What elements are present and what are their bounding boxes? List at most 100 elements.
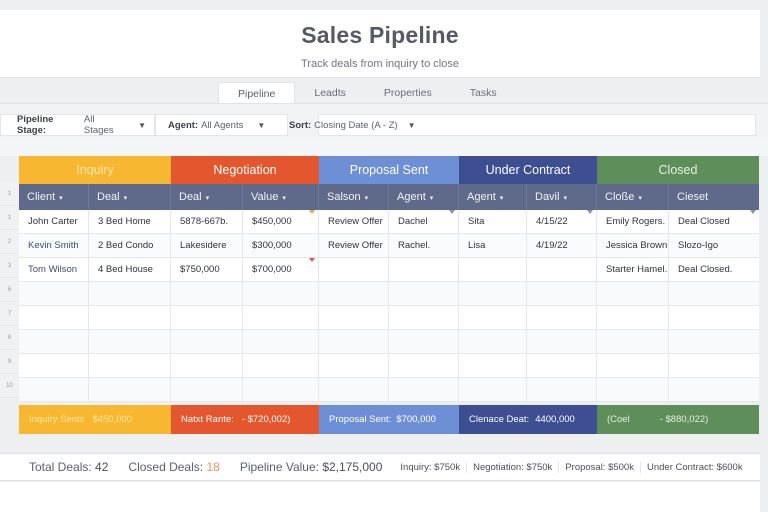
cell-closet[interactable]: Deal Closed bbox=[669, 210, 759, 233]
pipeline-stage-filter[interactable]: Pipeline Stage: All Stages ▼ bbox=[0, 114, 155, 136]
empty-cell[interactable] bbox=[389, 378, 459, 401]
cell-close[interactable]: Jessica Brown. bbox=[597, 234, 669, 257]
empty-cell[interactable] bbox=[459, 306, 527, 329]
empty-cell[interactable] bbox=[19, 378, 89, 401]
cell-close[interactable]: Emily Rogers. bbox=[597, 210, 669, 233]
empty-cell[interactable] bbox=[243, 330, 319, 353]
cell-value[interactable]: $700,000 bbox=[243, 258, 319, 281]
empty-cell[interactable] bbox=[597, 378, 669, 401]
empty-cell[interactable] bbox=[527, 378, 597, 401]
empty-cell[interactable] bbox=[243, 378, 319, 401]
empty-cell[interactable] bbox=[597, 306, 669, 329]
table-row[interactable]: John Carter 3 Bed Home 5878-667b. $450,0… bbox=[19, 210, 759, 234]
empty-cell[interactable] bbox=[527, 282, 597, 305]
empty-cell[interactable] bbox=[459, 282, 527, 305]
column-header-deal[interactable]: Deal ▾ bbox=[89, 184, 171, 210]
cell-agent[interactable]: Dachel bbox=[389, 210, 459, 233]
empty-row[interactable] bbox=[19, 354, 759, 378]
empty-cell[interactable] bbox=[669, 378, 759, 401]
cell-value[interactable]: $300,000 bbox=[243, 234, 319, 257]
table-row[interactable]: Kevin Smith 2 Bed Condo Lakesidere $300,… bbox=[19, 234, 759, 258]
cell-client[interactable]: John Carter bbox=[19, 210, 89, 233]
empty-cell[interactable] bbox=[319, 354, 389, 377]
cell-salson[interactable]: Review Offer bbox=[319, 210, 389, 233]
sort-filter[interactable]: Sort: Closing Date (A - Z) ▼ bbox=[289, 115, 429, 135]
cell-deal-2[interactable]: Lakesidere bbox=[171, 234, 243, 257]
cell-deal-2[interactable]: $750,000 bbox=[171, 258, 243, 281]
empty-cell[interactable] bbox=[459, 354, 527, 377]
empty-cell[interactable] bbox=[597, 354, 669, 377]
cell-agent[interactable]: Rachel. bbox=[389, 234, 459, 257]
empty-cell[interactable] bbox=[243, 282, 319, 305]
cell-deal[interactable]: 2 Bed Condo bbox=[89, 234, 171, 257]
tab-tasks[interactable]: Tasks bbox=[469, 87, 497, 99]
cell-closet[interactable]: Slozo-Igo bbox=[678, 240, 719, 251]
empty-row[interactable] bbox=[19, 378, 759, 402]
empty-cell[interactable] bbox=[171, 282, 243, 305]
column-header-deal-2[interactable]: Deal ▾ bbox=[171, 184, 243, 210]
column-header-value[interactable]: Value ▾ bbox=[243, 184, 319, 210]
empty-cell[interactable] bbox=[171, 306, 243, 329]
cell-davil[interactable]: 4/15/22 bbox=[527, 210, 597, 233]
empty-cell[interactable] bbox=[19, 282, 89, 305]
empty-row[interactable] bbox=[19, 282, 759, 306]
cell-deal[interactable]: 4 Bed House bbox=[89, 258, 171, 281]
table-row[interactable]: Tom Wilson 4 Bed House $750,000 $700,000… bbox=[19, 258, 759, 282]
empty-cell[interactable] bbox=[171, 330, 243, 353]
empty-cell[interactable] bbox=[669, 354, 759, 377]
tab-properties[interactable]: Properties bbox=[383, 87, 432, 99]
empty-cell[interactable] bbox=[19, 306, 89, 329]
empty-cell[interactable] bbox=[19, 330, 89, 353]
empty-cell[interactable] bbox=[389, 354, 459, 377]
cell-salson[interactable] bbox=[319, 258, 389, 281]
column-header-agent-2[interactable]: Agent ▾ bbox=[459, 184, 527, 210]
cell-agent-2[interactable]: Sita bbox=[459, 210, 527, 233]
empty-cell[interactable] bbox=[527, 330, 597, 353]
column-header-client[interactable]: Client ▾ bbox=[19, 184, 89, 210]
cell-agent-2[interactable] bbox=[459, 258, 527, 281]
empty-cell[interactable] bbox=[669, 282, 759, 305]
empty-cell[interactable] bbox=[527, 306, 597, 329]
empty-cell[interactable] bbox=[459, 378, 527, 401]
cell-client[interactable]: Tom Wilson bbox=[19, 258, 89, 281]
cell-close[interactable]: Starter Hamel. bbox=[597, 258, 669, 281]
cell-davil[interactable] bbox=[527, 258, 597, 281]
empty-row[interactable] bbox=[19, 330, 759, 354]
cell-client[interactable]: Kevin Smith bbox=[19, 234, 89, 257]
cell-closet[interactable]: Deal Closed. bbox=[678, 264, 733, 275]
empty-cell[interactable] bbox=[319, 330, 389, 353]
empty-cell[interactable] bbox=[319, 282, 389, 305]
cell-agent[interactable] bbox=[389, 258, 459, 281]
empty-cell[interactable] bbox=[89, 378, 171, 401]
empty-cell[interactable] bbox=[389, 306, 459, 329]
empty-cell[interactable] bbox=[89, 282, 171, 305]
column-header-closet[interactable]: Cieset bbox=[669, 184, 759, 210]
empty-cell[interactable] bbox=[459, 330, 527, 353]
agent-filter[interactable]: Agent: All Agents ▼ bbox=[155, 114, 288, 136]
column-header-close[interactable]: Cloße ▾ bbox=[597, 184, 669, 210]
empty-cell[interactable] bbox=[669, 330, 759, 353]
empty-cell[interactable] bbox=[389, 282, 459, 305]
empty-cell[interactable] bbox=[669, 306, 759, 329]
empty-cell[interactable] bbox=[319, 306, 389, 329]
column-header-salson[interactable]: Salson ▾ bbox=[319, 184, 389, 210]
tab-leads[interactable]: Leadts bbox=[314, 87, 346, 99]
empty-cell[interactable] bbox=[243, 354, 319, 377]
tab-pipeline[interactable]: Pipeline bbox=[218, 82, 296, 104]
empty-row[interactable] bbox=[19, 306, 759, 330]
empty-cell[interactable] bbox=[597, 330, 669, 353]
empty-cell[interactable] bbox=[171, 378, 243, 401]
cell-deal-2[interactable]: 5878-667b. bbox=[171, 210, 243, 233]
column-header-agent[interactable]: Agent ▾ bbox=[389, 184, 459, 210]
empty-cell[interactable] bbox=[89, 330, 171, 353]
cell-agent-2[interactable]: Lisa bbox=[459, 234, 527, 257]
empty-cell[interactable] bbox=[171, 354, 243, 377]
empty-cell[interactable] bbox=[319, 378, 389, 401]
empty-cell[interactable] bbox=[389, 330, 459, 353]
empty-cell[interactable] bbox=[597, 282, 669, 305]
cell-deal[interactable]: 3 Bed Home bbox=[89, 210, 171, 233]
empty-cell[interactable] bbox=[527, 354, 597, 377]
cell-salson[interactable]: Review Offer bbox=[319, 234, 389, 257]
empty-cell[interactable] bbox=[243, 306, 319, 329]
empty-cell[interactable] bbox=[89, 306, 171, 329]
